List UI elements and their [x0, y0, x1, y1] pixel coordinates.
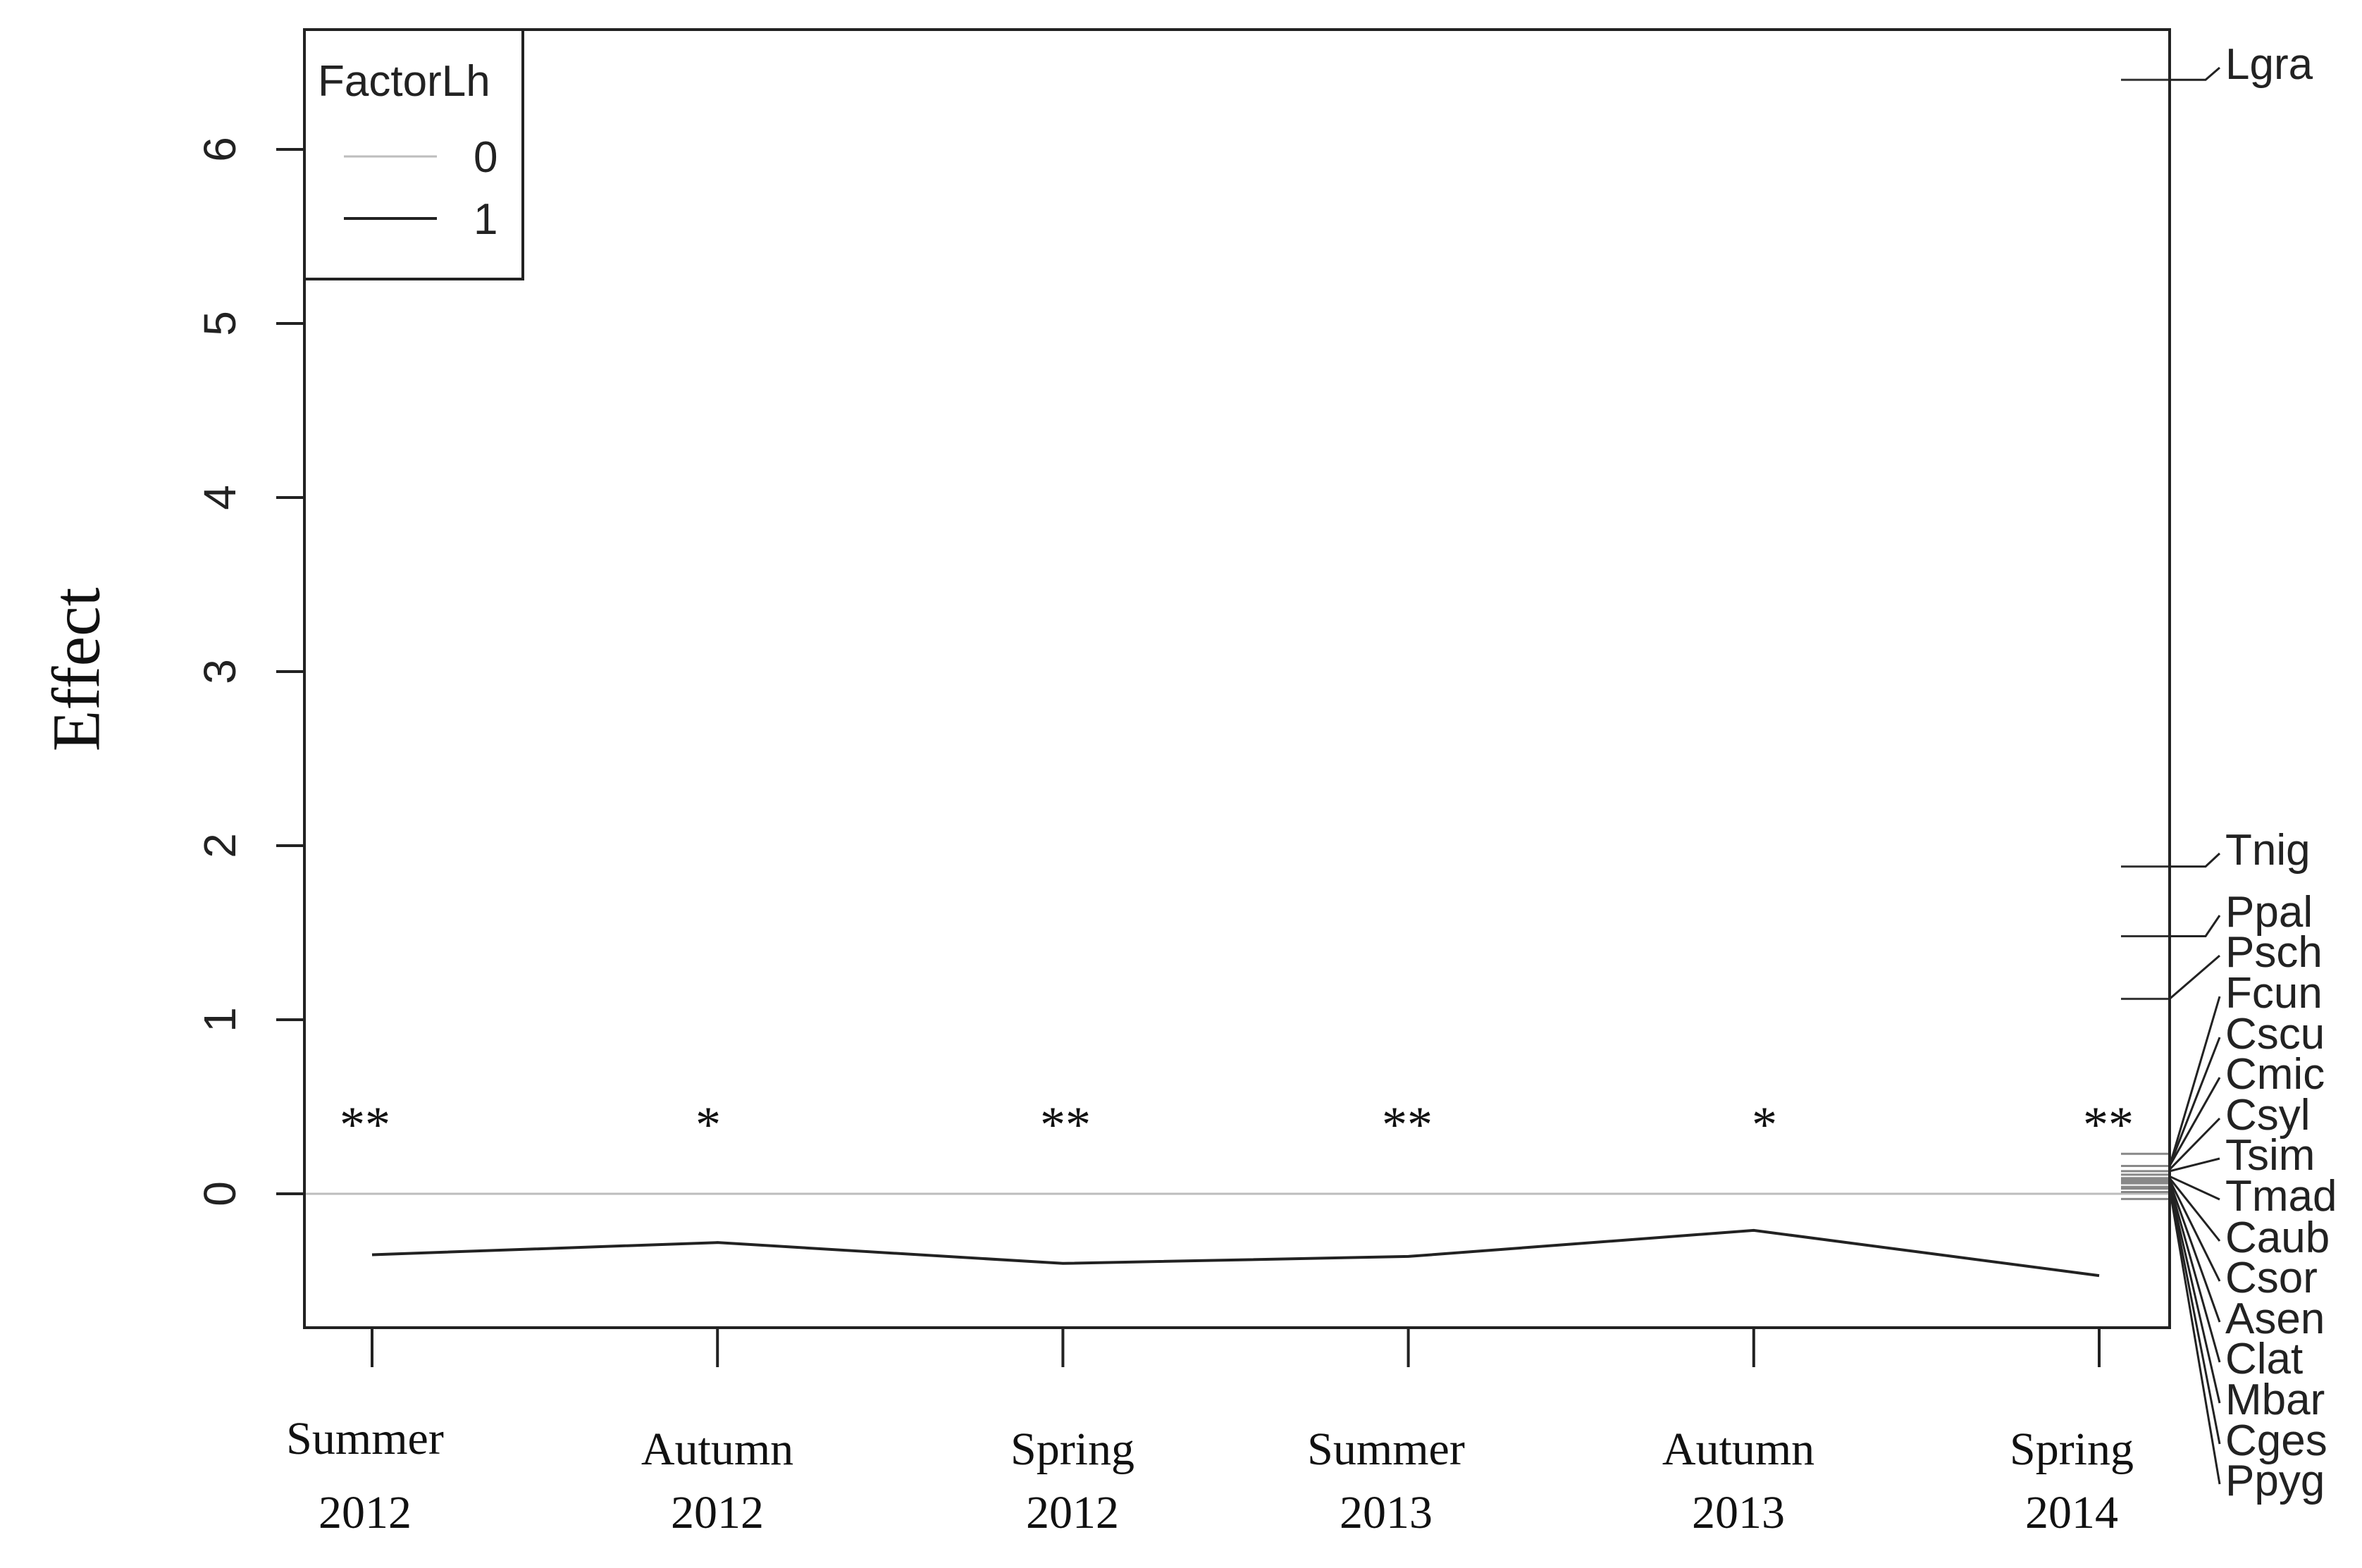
species-label: Cges [2225, 1416, 2327, 1465]
species-label: Tnig [2225, 826, 2311, 875]
x-tick-label-year: 2012 [319, 1487, 412, 1538]
species-leader-line [2168, 1181, 2221, 1323]
y-tick-label: 3 [194, 659, 245, 684]
legend-label-1: 1 [474, 195, 497, 244]
species-leader-line [2168, 1077, 2221, 1167]
species-label: Csyl [2225, 1091, 2311, 1140]
species-leader-line [2169, 1157, 2220, 1173]
y-tick-label: 1 [194, 1007, 245, 1032]
x-tick-label-season: Summer [286, 1413, 444, 1464]
y-tick-label: 0 [194, 1181, 245, 1206]
species-label: Lgra [2225, 40, 2313, 89]
y-tick-label: 6 [194, 137, 245, 162]
species-label: Ppyg [2225, 1457, 2325, 1505]
legend-title: FactorLh [318, 57, 490, 106]
significance-mark: ** [340, 1097, 390, 1153]
y-tick-label: 2 [194, 833, 245, 858]
x-tick-label-year: 2013 [1340, 1487, 1433, 1538]
species-label: Caub [2225, 1214, 2330, 1262]
species-leader-line [2170, 66, 2220, 81]
y-axis-label: Effect [39, 587, 114, 751]
species-label: Tmad [2225, 1172, 2337, 1221]
significance-mark: * [1752, 1097, 1777, 1153]
species-leader-line [2170, 852, 2221, 868]
legend-box [303, 28, 524, 280]
significance-mark: * [695, 1097, 721, 1153]
x-tick-label-season: Spring [2010, 1424, 2134, 1475]
species-leader-line [2169, 954, 2220, 1000]
x-tick-label-year: 2012 [671, 1487, 764, 1538]
x-tick-label-year: 2013 [1692, 1487, 1785, 1538]
species-leader-line [2170, 915, 2221, 937]
species-leader-line [2168, 1177, 2221, 1242]
species-label: Fcun [2225, 969, 2323, 1018]
plot-frame [303, 28, 2171, 1329]
species-leader-line [2168, 1183, 2221, 1363]
species-leader-line [2169, 1175, 2220, 1201]
x-tick-label-year: 2014 [2025, 1487, 2118, 1538]
species-leader-line [2168, 1188, 2221, 1485]
species-label: Ppal [2225, 888, 2313, 937]
species-label: Csor [2225, 1254, 2318, 1302]
x-tick-label-season: Spring [1010, 1424, 1134, 1475]
species-label: Clat [2225, 1335, 2303, 1383]
species-label: Cscu [2225, 1010, 2325, 1058]
significance-mark: ** [1382, 1097, 1433, 1153]
species-label: Psch [2225, 928, 2323, 977]
y-tick-label: 4 [194, 485, 245, 510]
species-leader-line [2168, 1037, 2221, 1167]
x-tick-label-season: Autumn [641, 1424, 793, 1475]
species-label: Asen [2225, 1295, 2325, 1343]
species-label: Cmic [2225, 1050, 2325, 1099]
x-tick-label-season: Summer [1307, 1424, 1465, 1475]
series-line-1 [371, 1228, 2100, 1278]
species-leader-line [2168, 1117, 2221, 1171]
significance-mark: ** [1040, 1097, 1091, 1153]
species-leader-line [2168, 996, 2221, 1166]
x-tick-label-season: Autumn [1662, 1424, 1814, 1475]
y-tick-label: 5 [194, 311, 245, 336]
significance-mark: ** [2083, 1097, 2134, 1153]
legend-label-0: 0 [474, 133, 497, 182]
species-leader-line [2168, 1186, 2221, 1445]
species-leader-line [2168, 1179, 2221, 1282]
species-label: Mbar [2225, 1376, 2325, 1424]
species-label: Tsim [2225, 1131, 2315, 1180]
x-tick-label-year: 2012 [1026, 1487, 1119, 1538]
species-leader-line [2168, 1185, 2221, 1404]
